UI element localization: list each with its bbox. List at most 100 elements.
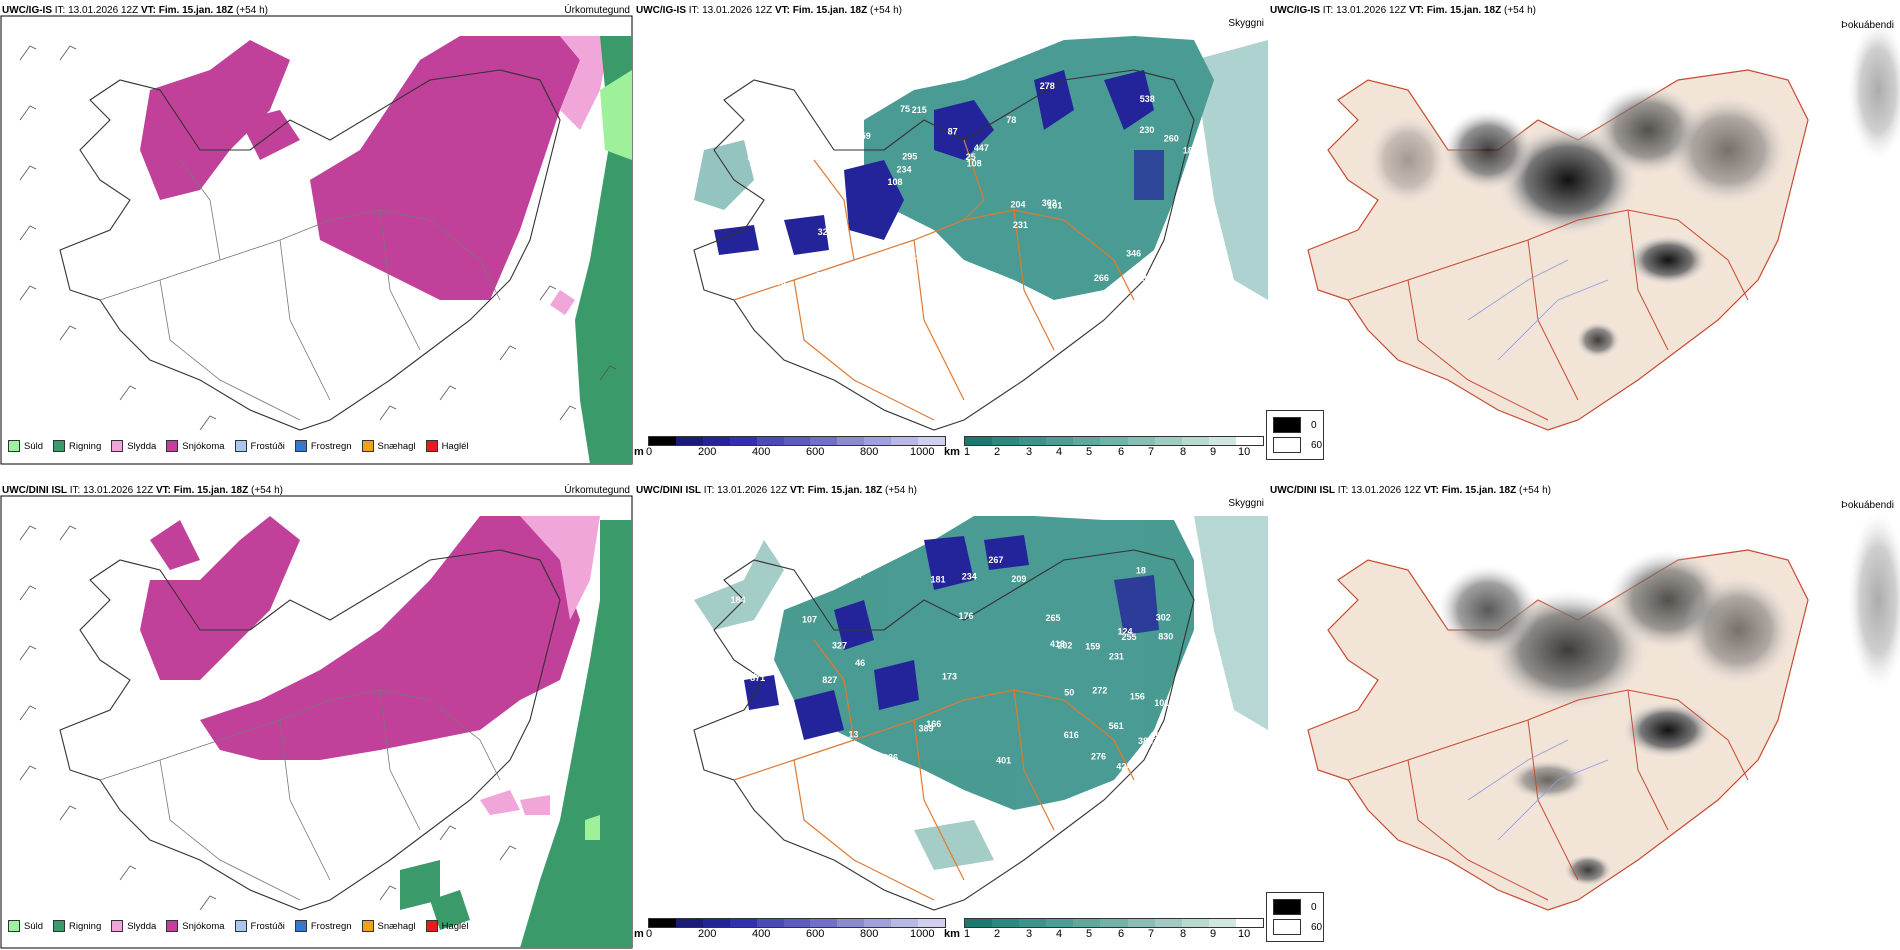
- it-value: 13.01.2026 12Z: [702, 5, 773, 16]
- drizzle-area: [600, 70, 632, 160]
- cloud-base-label: 65: [763, 228, 773, 238]
- cloud-base-label: 327: [832, 641, 847, 651]
- cloud-base-label: 638: [1132, 274, 1147, 284]
- lead-time: (+54 h): [870, 5, 902, 16]
- cloud-base-label: 455: [785, 584, 800, 594]
- colorbar-cell: [965, 919, 993, 927]
- legend-label: Rigning: [69, 440, 102, 452]
- roads: [733, 139, 1135, 421]
- fog-legend-label: 0: [1311, 901, 1317, 913]
- cloud-base-label: 230: [1139, 125, 1154, 135]
- fog-legend-row1: 0 60: [1266, 410, 1324, 460]
- cloud-base-label: 131: [858, 560, 873, 570]
- cloud-base-label: 107: [802, 614, 817, 624]
- panel-title-fog: Þokuábendi: [1841, 20, 1894, 31]
- rain-area: [400, 520, 632, 948]
- cloud-base-label: 227: [889, 762, 904, 772]
- cloud-base-label: 247: [733, 278, 748, 288]
- legend-swatch: [53, 920, 66, 932]
- it-label: IT:: [54, 5, 66, 16]
- cloud-base-label: 50: [1064, 687, 1074, 697]
- colorbar-cells: [648, 918, 946, 928]
- cloud-base-label: 231: [1013, 220, 1028, 230]
- cloud-base-label: 276: [1091, 751, 1106, 761]
- iceland-coastline: [693, 69, 1195, 431]
- lead-time: (+54 h): [251, 485, 283, 496]
- colorbar-tick: 0: [646, 928, 653, 940]
- colorbar-cell: [837, 437, 865, 445]
- cloud-base-label: 253: [1150, 731, 1165, 741]
- legend-swatch: [8, 920, 20, 932]
- legend-label: Frostúði: [250, 920, 285, 932]
- sleet-area: [550, 36, 610, 315]
- vt-label: VT:: [1408, 5, 1424, 16]
- it-value: 13.01.2026 12Z: [717, 485, 788, 496]
- legend-item: Frostúði: [234, 440, 285, 452]
- cloud-base-label: 75: [900, 104, 910, 114]
- colorbar-tick: 8: [1180, 446, 1187, 458]
- legend-swatch: [294, 440, 307, 452]
- colorbar-cell: [1100, 437, 1128, 445]
- cloud-colorbar-row1: m 0 200 400 600 800 1000: [634, 436, 954, 464]
- colorbar-tick: 3: [1026, 928, 1033, 940]
- colorbar-tick: 200: [698, 928, 717, 940]
- cloud-base-label: 182: [852, 765, 867, 775]
- fog-map-row2: [1307, 510, 1900, 911]
- cloud-base-label: 748: [1184, 725, 1199, 735]
- colorbar-cell: [891, 919, 919, 927]
- colorbar-unit: m: [634, 928, 644, 940]
- roads: [99, 689, 501, 901]
- legend-item: Snjókoma: [166, 920, 225, 932]
- it-label: IT:: [1322, 5, 1334, 16]
- precip-type-panel-row1: UWC/IG-IS IT: 13.01.2026 12Z VT: Fim. 15…: [0, 0, 634, 466]
- panel-title-precip: Úrkomutegund: [564, 485, 630, 496]
- vt-value: Fim. 15.jan. 18Z: [1441, 485, 1517, 496]
- legend-swatch: [234, 920, 247, 932]
- fog-legend-label: 60: [1311, 921, 1323, 933]
- legend-swatch: [111, 440, 124, 452]
- colorbar-cell: [1100, 919, 1128, 927]
- cloud-base-label: 616: [1064, 730, 1079, 740]
- cloud-base-label: 202: [1057, 640, 1072, 650]
- cloud-base-label: 331: [905, 251, 920, 261]
- it-value: 13.01.2026 12Z: [83, 485, 154, 496]
- visibility-colorbar-row2: km 1 2 3 4 5 6 7 8 9 10: [944, 918, 1268, 946]
- visibility-map-row1: 638 525 538 108 78 156 75 87 65 159 311 204 215 447 10…: [693, 36, 1268, 431]
- cloud-base-label: 302: [1156, 612, 1171, 622]
- colorbar-cell: [864, 919, 892, 927]
- fog-swatch-light: [1273, 437, 1301, 453]
- cloud-base-label: 451: [897, 243, 912, 253]
- lead-time: (+54 h): [1504, 5, 1536, 16]
- low-cloud-area: [714, 70, 1164, 255]
- colorbar-tick: 10: [1238, 928, 1251, 940]
- colorbar-cell: [1046, 919, 1074, 927]
- cloud-base-label: 827: [822, 675, 837, 685]
- iceland-coastline: [59, 549, 561, 911]
- cloud-base-labels: 638 525 538 108 78 156 75 87 65 159 311 204 215 447 10…: [728, 71, 1198, 296]
- cloud-base-label: 260: [1164, 133, 1179, 143]
- cloud-base-label: 302: [902, 71, 917, 81]
- cloud-base-label: 255: [792, 141, 807, 151]
- colorbar-tick: 800: [860, 928, 879, 940]
- colorbar-tick: 1: [964, 446, 971, 458]
- colorbar-tick: 6: [1118, 928, 1125, 940]
- panel-header-row2-visibility: UWC/DINI ISL IT: 13.01.2026 12Z VT: Fim.…: [636, 485, 917, 496]
- panel-title-visibility: Skyggni: [1228, 498, 1264, 509]
- cloud-base-label: 166: [926, 719, 941, 729]
- fog-legend-low: 60: [1273, 919, 1322, 935]
- colorbar-tick: 8: [1180, 928, 1187, 940]
- cloud-base-label: 830: [1158, 632, 1173, 642]
- low-cloud-area: [744, 535, 1159, 740]
- colorbar-tick: 4: [1056, 446, 1063, 458]
- colorbar-cell: [756, 919, 784, 927]
- model-name: UWC/IG-IS: [636, 5, 686, 16]
- legend-swatch: [425, 920, 438, 932]
- precip-legend-row2: Súld Rigning Slydda Snjókoma Frostúði Fr…: [0, 914, 469, 938]
- fog-panel-row1: UWC/IG-IS IT: 13.01.2026 12Z VT: Fim. 15…: [1268, 0, 1900, 466]
- cloud-base-label: 307: [742, 669, 757, 679]
- colorbar-cell: [918, 437, 945, 445]
- legend-label: Súld: [24, 440, 44, 452]
- legend-label: Frostregn: [310, 920, 352, 932]
- colorbar-cell: [1019, 437, 1047, 445]
- cloud-base-label: 401: [996, 755, 1011, 765]
